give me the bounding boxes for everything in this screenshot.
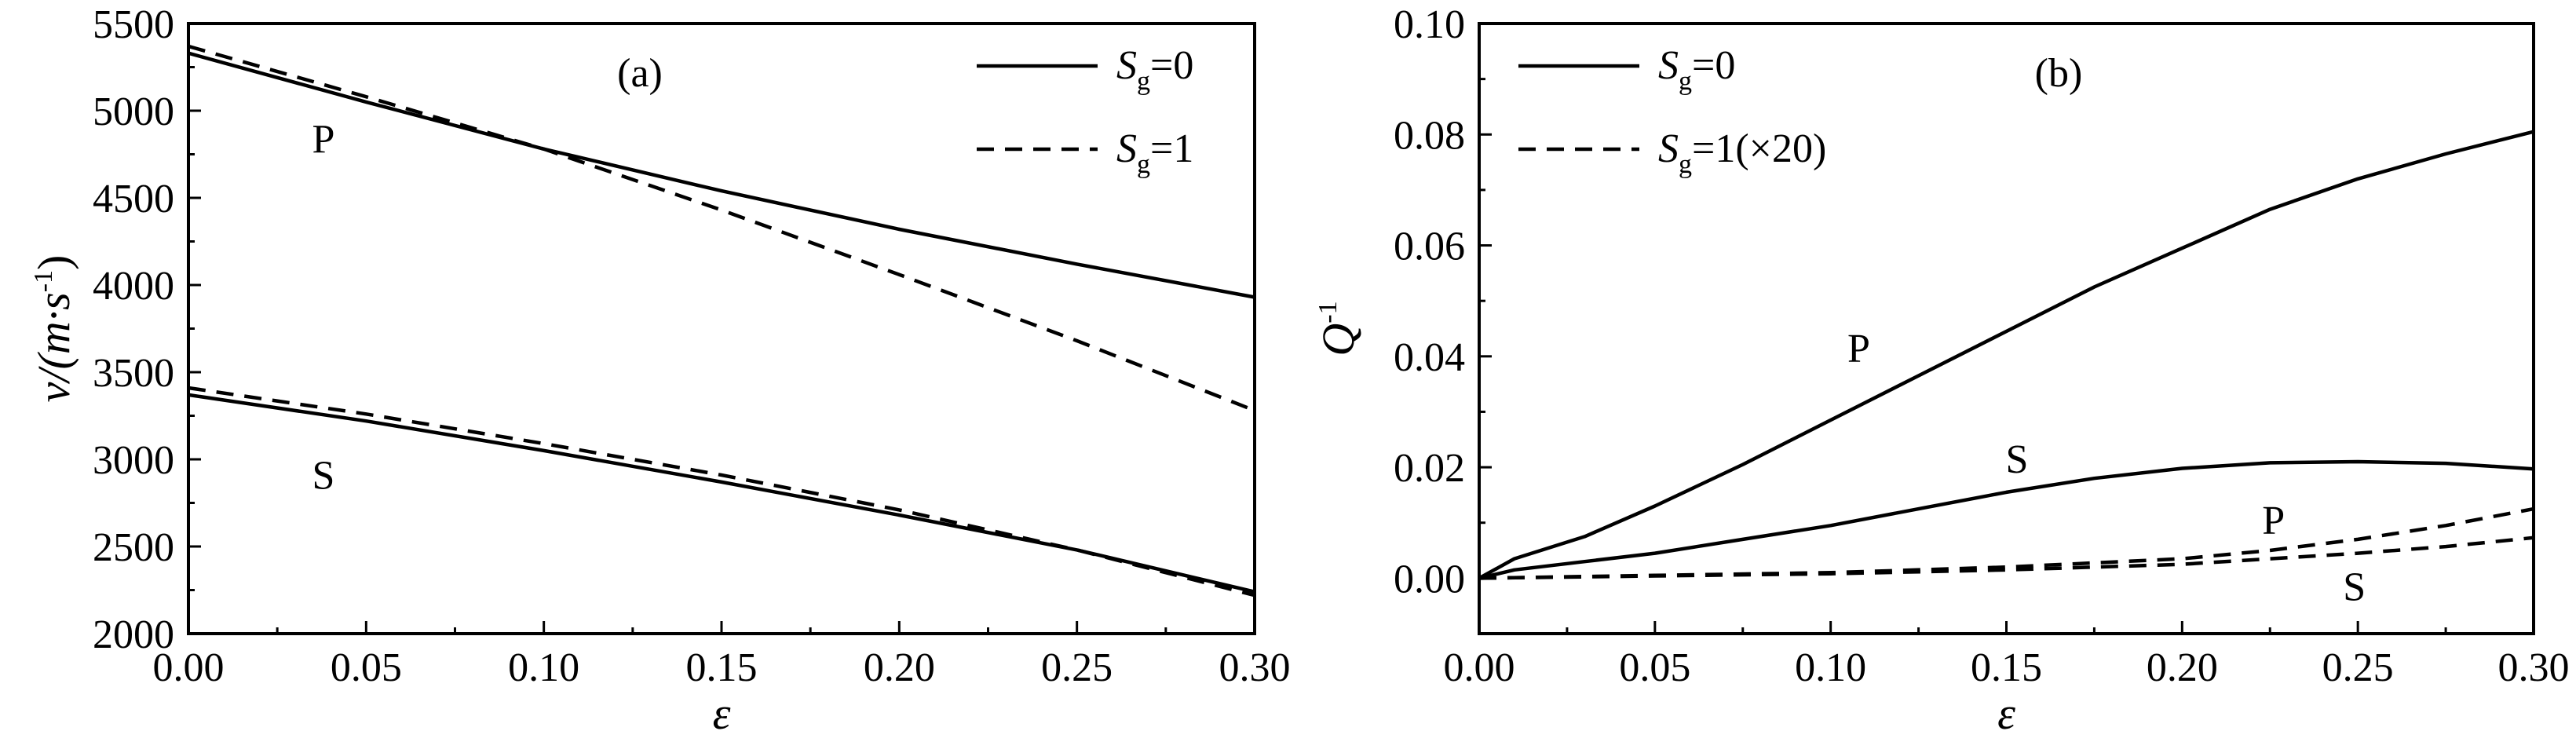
curve-annotation: P — [1847, 327, 1870, 371]
y-axis-title-main: v/(m·s — [28, 292, 79, 402]
legend-label: Sg=1 — [1116, 126, 1193, 179]
y-tick-label: 0.10 — [1394, 2, 1465, 47]
legend-label-main: S — [1116, 43, 1137, 88]
curve-annotation: P — [2262, 499, 2285, 543]
y-tick-label: 0.08 — [1394, 113, 1465, 158]
series-line-p-solid — [188, 51, 1255, 299]
y-axis-title: Q-1 — [1313, 301, 1364, 356]
plot-frame — [1478, 22, 2535, 635]
curve-annotation: S — [2005, 437, 2028, 482]
series-line-p-dashed — [188, 44, 1255, 412]
legend-label-rest: =1 — [1150, 126, 1193, 171]
legend-label-rest: =0 — [1692, 43, 1735, 88]
x-tick-label: 0.30 — [1219, 645, 1291, 690]
series-line-p-solid — [1478, 130, 2534, 580]
legend-label-subscript: g — [1137, 67, 1150, 96]
panel-label: (a) — [617, 51, 663, 96]
panel-b-attenuation-chart: 0.00 0.05 0.10 0.15 0.20 0.25 0.30 0.00 0.02 0.04… — [1313, 2, 2570, 739]
y-tick-label: 2500 — [93, 525, 174, 570]
x-axis-title: ε — [1997, 688, 2015, 739]
legend-label-subscript: g — [1137, 150, 1150, 179]
series-line-s-solid — [1478, 459, 2534, 580]
x-tick-label: 0.00 — [1444, 645, 1515, 690]
x-tick-label: 0.15 — [1971, 645, 2042, 690]
y-axis-title-main: Q — [1313, 323, 1364, 356]
series-line-s-dashed — [188, 386, 1255, 598]
legend-label-subscript: g — [1679, 150, 1692, 179]
y-axis-title-close: ) — [28, 255, 79, 270]
y-tick-label: 2000 — [93, 612, 174, 657]
y-axis-title-superscript: -1 — [1314, 301, 1343, 323]
legend-label-main: S — [1658, 126, 1679, 171]
x-tick-label: 0.20 — [864, 645, 935, 690]
x-tick-label: 0.20 — [2147, 645, 2218, 690]
x-tick-label: 0.30 — [2498, 645, 2570, 690]
y-tick-label: 4000 — [93, 264, 174, 309]
y-tick-label: 0.02 — [1394, 446, 1465, 491]
y-tick-label: 0.06 — [1394, 225, 1465, 269]
x-tick-label: 0.00 — [153, 645, 225, 690]
legend-label-rest: =1(×20) — [1692, 126, 1826, 171]
series-line-p-dashed — [1478, 506, 2534, 580]
y-tick-label: 0.00 — [1394, 557, 1465, 601]
y-axis-title-superscript: -1 — [29, 270, 58, 292]
y-tick-label: 0.04 — [1394, 335, 1465, 380]
legend-label: Sg=0 — [1658, 43, 1735, 96]
legend-label-main: S — [1658, 43, 1679, 88]
x-tick-label: 0.25 — [1041, 645, 1113, 690]
x-tick-label: 0.05 — [1619, 645, 1690, 690]
series-line-s-dashed — [1478, 535, 2534, 580]
y-tick-label: 3500 — [93, 351, 174, 396]
x-tick-label: 0.10 — [1795, 645, 1866, 690]
x-tick-label: 0.25 — [2322, 645, 2394, 690]
y-axis-title: v/(m·s-1) — [28, 255, 79, 403]
curve-annotation: S — [2343, 565, 2366, 610]
legend-label: Sg=1(×20) — [1658, 126, 1826, 179]
y-tick-label: 4500 — [93, 177, 174, 221]
x-tick-label: 0.10 — [508, 645, 579, 690]
x-tick-label: 0.05 — [331, 645, 402, 690]
legend-label: Sg=0 — [1116, 43, 1193, 96]
legend-label-main: S — [1116, 126, 1137, 171]
y-tick-label: 3000 — [93, 438, 174, 483]
x-tick-label: 0.15 — [686, 645, 758, 690]
curve-annotation: S — [312, 454, 335, 499]
x-axis-title: ε — [713, 688, 731, 739]
series-line-s-solid — [188, 393, 1255, 594]
panel-label: (b) — [2035, 51, 2083, 96]
legend-label-subscript: g — [1679, 67, 1692, 96]
y-tick-label: 5500 — [93, 2, 174, 47]
panel-a-velocity-chart: 0.00 0.05 0.10 0.15 0.20 0.25 0.30 2000 2500 3000… — [28, 2, 1291, 739]
curve-annotation: P — [312, 117, 335, 162]
y-tick-label: 5000 — [93, 90, 174, 134]
legend-label-rest: =0 — [1150, 43, 1193, 88]
plot-frame — [187, 22, 1256, 635]
